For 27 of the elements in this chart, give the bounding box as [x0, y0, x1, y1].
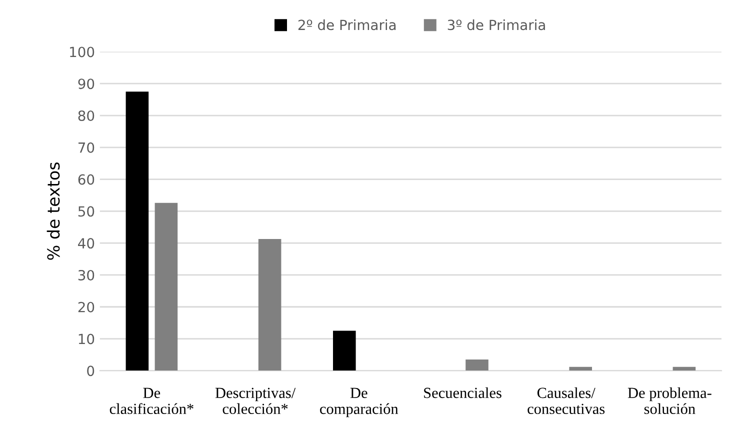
y-tick-label: 40 [78, 238, 94, 249]
x-tick-label: Secuenciales [424, 387, 502, 398]
bar [154, 202, 178, 371]
y-axis-title: % de textos [46, 162, 60, 260]
y-tick-label: 80 [78, 110, 94, 121]
y-tick-label: 0 [87, 366, 94, 376]
x-tick-label: Causales/ consecutivas [528, 387, 605, 414]
y-tick-label: 60 [78, 174, 94, 185]
y-tick-label: 100 [70, 46, 94, 58]
x-tick-label: De clasificación* [110, 388, 194, 414]
y-tick-label: 70 [78, 142, 94, 153]
y-tick-label: 20 [78, 302, 94, 312]
legend-label: 2º de Primaria [298, 19, 396, 30]
y-tick-label: 30 [78, 270, 94, 280]
x-tick-label: Descriptivas/ colección* [215, 388, 296, 414]
y-tick-label: 90 [78, 78, 94, 90]
y-tick-label: 10 [78, 334, 94, 344]
bar [126, 92, 149, 371]
y-tick-label: 50 [78, 206, 94, 217]
x-tick-label: De problema- solución [628, 387, 712, 414]
x-tick-label: De comparación [320, 388, 398, 418]
bar [569, 366, 592, 371]
bar [672, 366, 696, 371]
bar [258, 238, 282, 371]
bar [333, 330, 356, 371]
bar [466, 359, 488, 371]
legend-label: 3º de Primaria [448, 19, 545, 30]
